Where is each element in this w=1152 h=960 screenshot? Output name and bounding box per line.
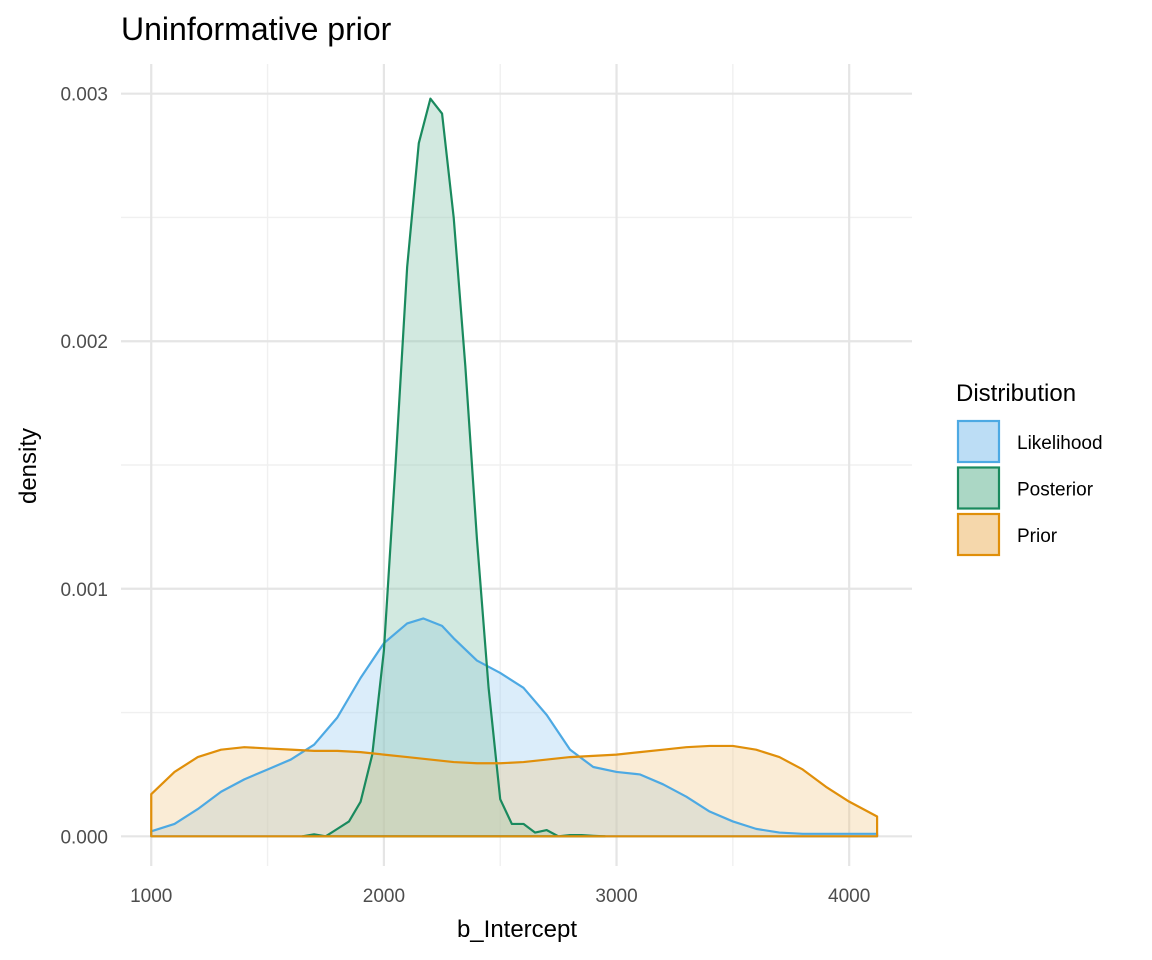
- y-axis-ticks: 0.000 0.001 0.002 0.003: [60, 85, 108, 849]
- y-tick-label: 0.002: [60, 332, 108, 353]
- x-axis-title: b_Intercept: [457, 916, 577, 943]
- y-tick-label: 0.000: [60, 827, 108, 848]
- x-tick-label: 1000: [130, 886, 172, 907]
- y-axis-title: density: [15, 428, 42, 504]
- prior-line: [150, 744, 879, 838]
- legend-key-likelihood: [956, 419, 1001, 464]
- x-tick-label: 4000: [828, 886, 870, 907]
- posterior-area: [302, 98, 605, 837]
- legend: Distribution Likelihood Posterior Prior: [956, 380, 1103, 557]
- x-tick-label: 2000: [363, 886, 405, 907]
- x-axis-ticks: 1000 2000 3000 4000: [130, 886, 870, 907]
- likelihood-area: [151, 618, 878, 837]
- legend-key-posterior: [956, 466, 1001, 510]
- legend-items: Likelihood Posterior Prior: [956, 419, 1103, 557]
- x-tick-label: 3000: [595, 886, 637, 907]
- legend-label-prior: Prior: [1017, 526, 1058, 547]
- legend-key-prior: [956, 512, 1001, 557]
- density-lines: [150, 97, 879, 838]
- legend-label-posterior: Posterior: [1017, 480, 1094, 501]
- prior-area: [151, 745, 878, 837]
- y-tick-label: 0.003: [60, 85, 108, 106]
- y-tick-label: 0.001: [60, 580, 108, 601]
- legend-label-likelihood: Likelihood: [1017, 433, 1103, 454]
- likelihood-line: [150, 617, 879, 838]
- chart-title: Uninformative prior: [121, 11, 392, 47]
- legend-title: Distribution: [956, 380, 1076, 407]
- density-areas: [151, 98, 878, 837]
